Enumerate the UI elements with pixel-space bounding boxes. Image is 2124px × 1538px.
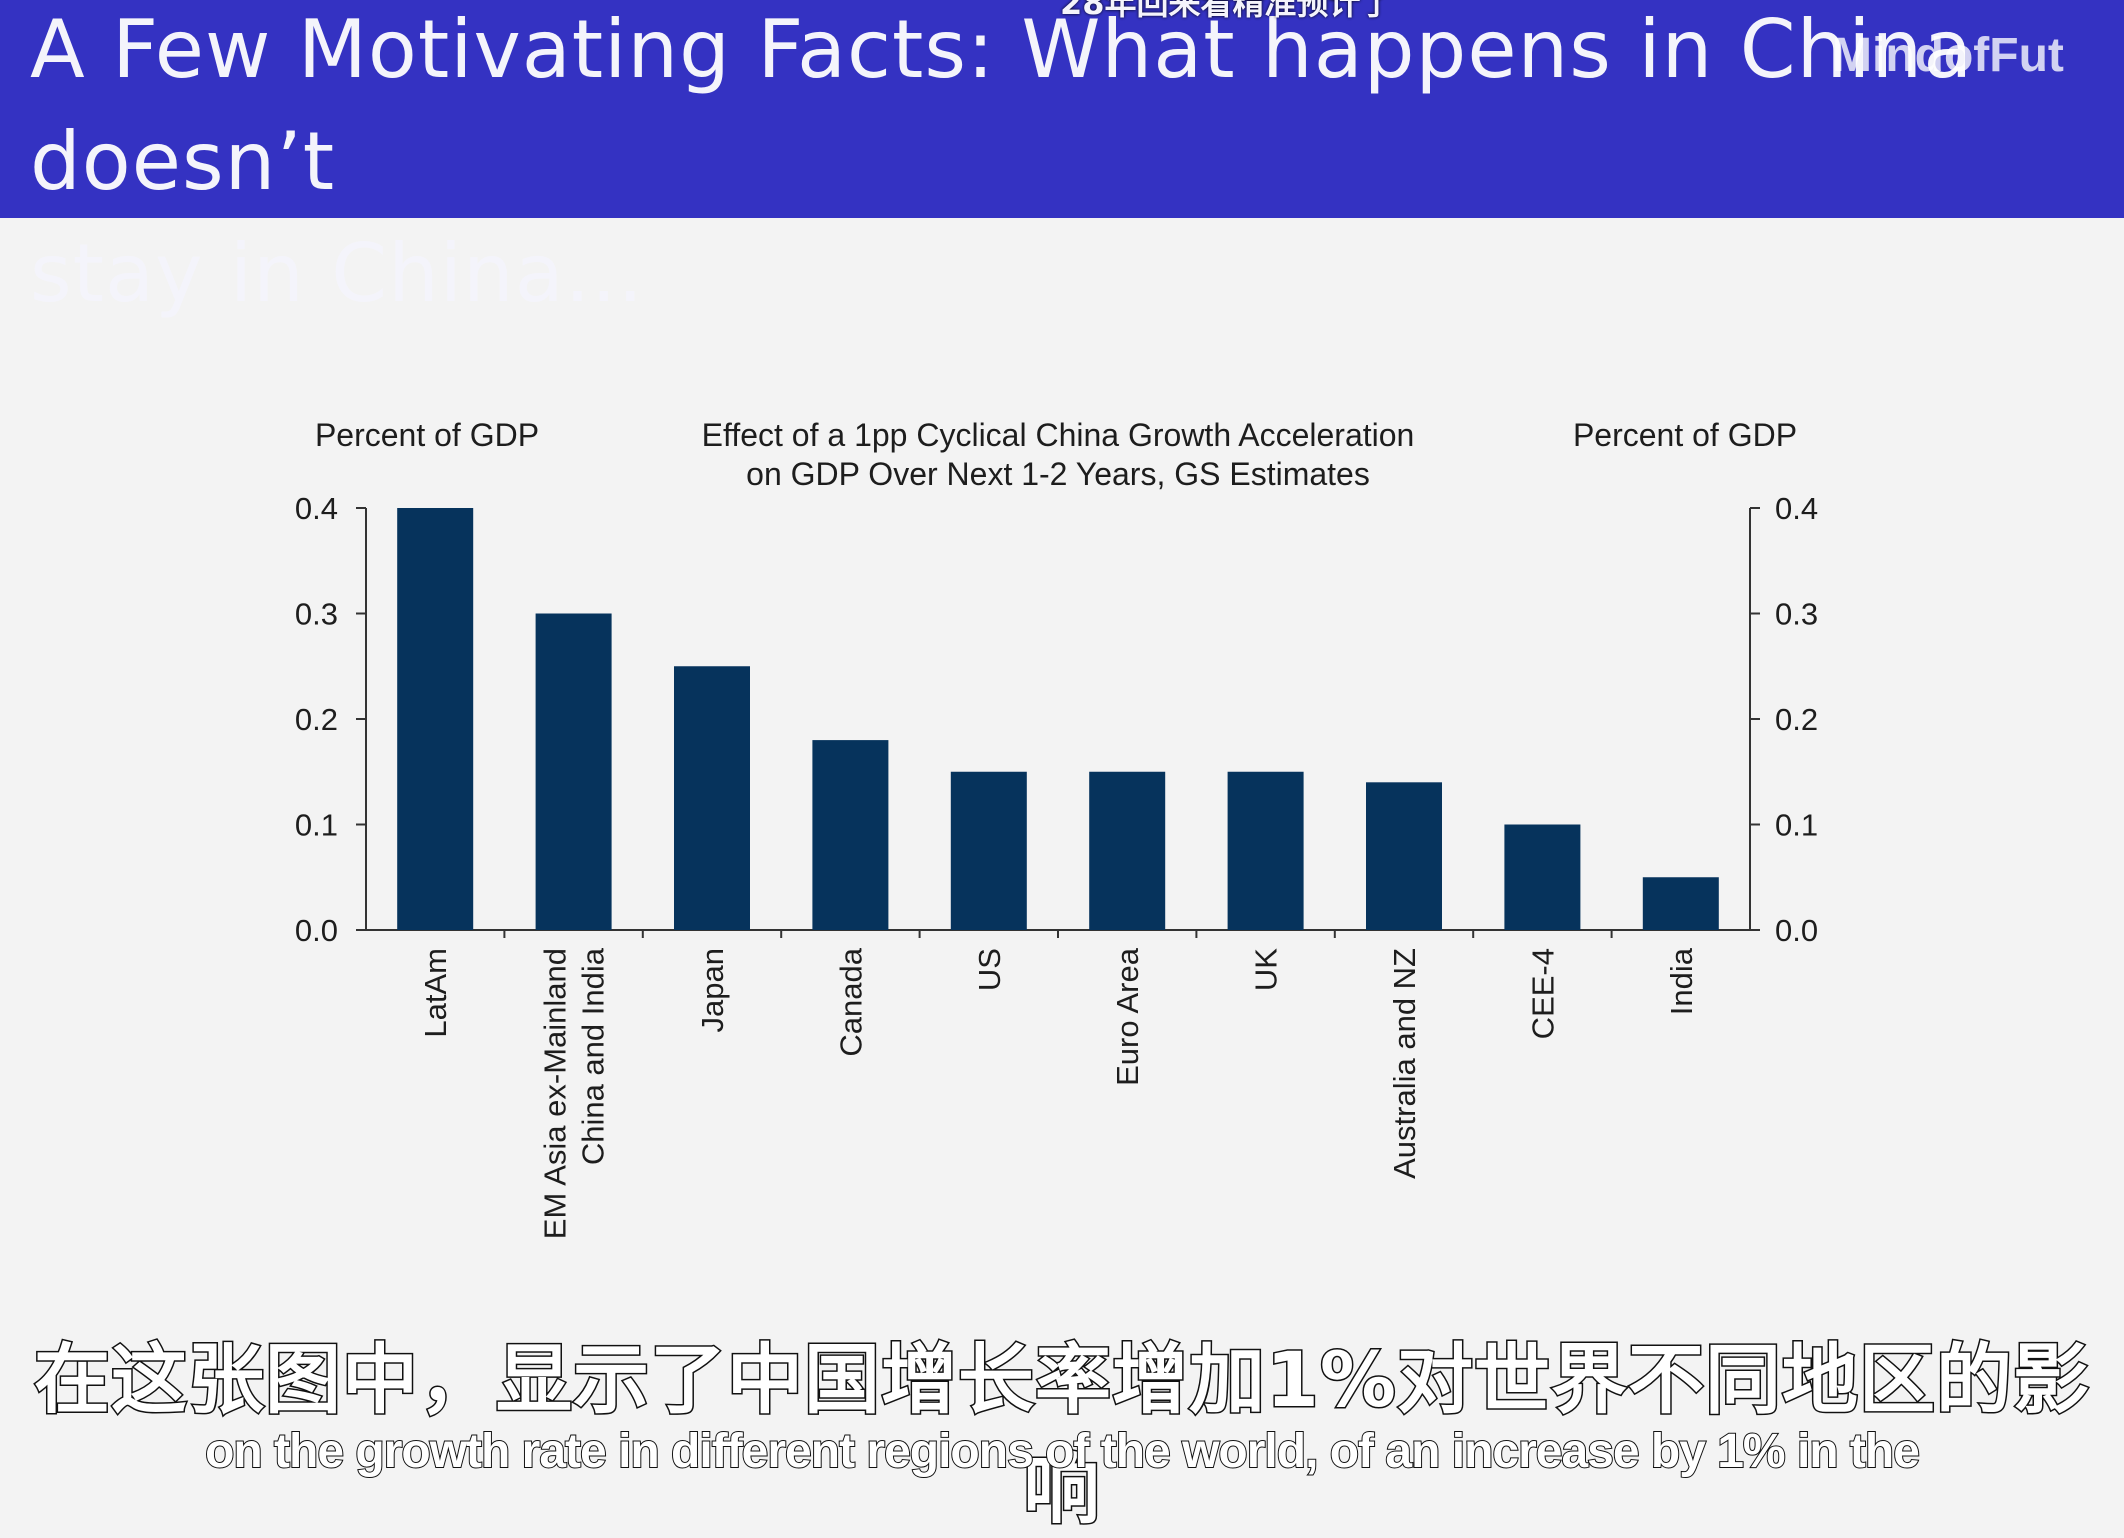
video-overlay-caption: 28年回来看精准预计了 xyxy=(1060,0,1393,22)
bar-7 xyxy=(1366,782,1442,930)
bar-chart: Effect of a 1pp Cyclical China Growth Ac… xyxy=(295,417,1818,1239)
x-tick-label: Canada xyxy=(833,947,868,1056)
y-tick-label-left: 0.0 xyxy=(295,913,338,948)
y-axis-label-right: Percent of GDP xyxy=(1573,417,1797,453)
chart-title: Effect of a 1pp Cyclical China Growth Ac… xyxy=(702,417,1415,453)
chart-subtitle: on GDP Over Next 1-2 Years, GS Estimates xyxy=(746,456,1370,492)
y-tick-label-left: 0.1 xyxy=(295,808,338,843)
subtitle-english: on the growth rate in different regions … xyxy=(204,1424,1921,1479)
bar-6 xyxy=(1227,771,1304,930)
bar-1 xyxy=(535,613,612,930)
y-tick-label-right: 0.3 xyxy=(1775,597,1818,632)
title-bar xyxy=(0,0,2124,218)
y-tick-label-right: 0.2 xyxy=(1775,702,1818,737)
x-tick-label: Euro Area xyxy=(1110,947,1145,1086)
bar-2 xyxy=(674,666,750,930)
bar-8 xyxy=(1504,824,1581,930)
subtitle-chinese: 在这张图中，显示了中国增长率增加1%对世界不同地区的影响 xyxy=(32,1334,2091,1536)
x-tick-label: Australia and NZ xyxy=(1387,948,1422,1179)
x-tick-label: India xyxy=(1664,947,1699,1015)
y-tick-label-right: 0.0 xyxy=(1775,913,1818,948)
x-tick-label: LatAm xyxy=(418,948,453,1038)
y-tick-label-right: 0.4 xyxy=(1775,491,1818,526)
x-tick-label: China and India xyxy=(576,947,611,1165)
bar-3 xyxy=(812,740,889,930)
y-tick-label-left: 0.2 xyxy=(295,702,338,737)
x-tick-label: UK xyxy=(1249,948,1284,991)
y-axis-label-left: Percent of GDP xyxy=(315,417,539,453)
bar-0 xyxy=(397,508,474,930)
bar-9 xyxy=(1642,877,1719,930)
watermark: MindofFut xyxy=(1832,29,2064,82)
slide-title: A Few Motivating Facts: What happens in … xyxy=(30,3,1974,320)
bar-4 xyxy=(950,771,1027,930)
x-tick-label: US xyxy=(972,948,1007,991)
x-tick-label: CEE-4 xyxy=(1525,948,1560,1039)
x-tick-label: Japan xyxy=(695,948,730,1032)
bar-5 xyxy=(1089,771,1166,930)
x-tick-label: EM Asia ex-Mainland xyxy=(538,948,573,1239)
y-tick-label-right: 0.1 xyxy=(1775,808,1818,843)
y-tick-label-left: 0.3 xyxy=(295,597,338,632)
y-tick-label-left: 0.4 xyxy=(295,491,338,526)
